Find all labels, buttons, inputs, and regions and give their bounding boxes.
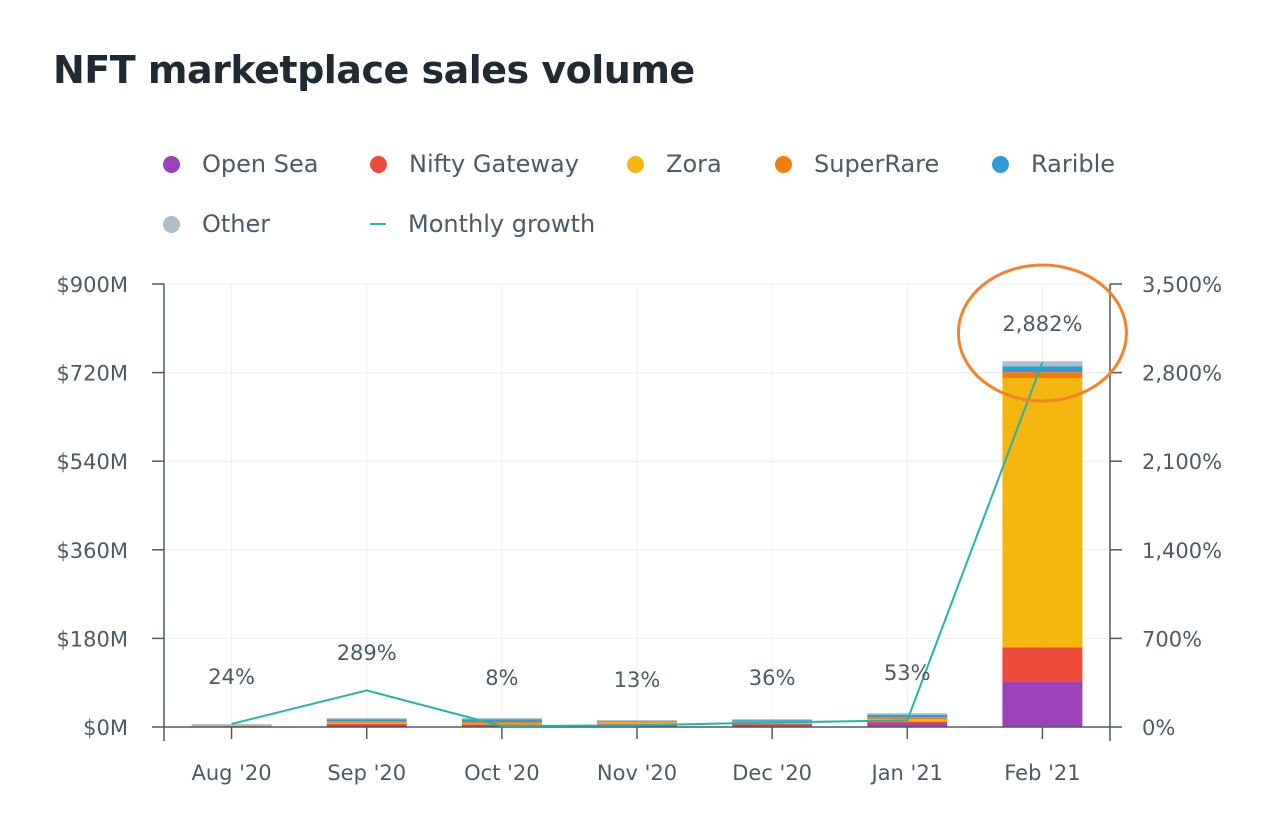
bar-segment-nifty-gateway — [867, 721, 948, 724]
bar-segment-other — [597, 720, 677, 722]
x-tick-label: Dec '20 — [732, 761, 812, 785]
bar-segment-other — [732, 719, 813, 721]
bar-segment-other — [461, 718, 542, 720]
legend-item-nifty-gateway[interactable]: Nifty Gateway — [370, 150, 579, 178]
y-right-tick-label: 0% — [1142, 716, 1175, 740]
bar-segment-superrare — [326, 721, 407, 723]
bar-segment-rarible — [597, 721, 677, 722]
annotation — [956, 263, 1128, 403]
legend-item-rarible[interactable]: Rarible — [992, 150, 1115, 178]
legend-label: SuperRare — [814, 150, 940, 178]
bars — [191, 361, 1083, 728]
y-right-tick-label: 3,500% — [1142, 273, 1222, 297]
legend-marker-icon — [775, 155, 792, 173]
bar-segment-rarible — [1002, 366, 1083, 373]
bar-segment-nifty-gateway — [732, 724, 813, 726]
chart-title: NFT marketplace sales volume — [53, 48, 695, 92]
y-left-tick-label: $360M — [56, 539, 128, 563]
bar-segment-nifty-gateway — [326, 724, 407, 726]
x-tick-label: Aug '20 — [191, 761, 271, 785]
legend-line-icon — [370, 223, 386, 225]
bar-segment-zora — [1002, 378, 1083, 648]
y-left-tick-label: $180M — [56, 627, 128, 651]
legend-label: Zora — [666, 150, 722, 178]
y-left-tick-label: $0M — [83, 716, 128, 740]
bar-segment-other — [191, 724, 272, 727]
x-tick-label: Oct '20 — [464, 761, 539, 785]
bar-segment-open-sea — [732, 725, 813, 727]
growth-data-label: 36% — [749, 666, 796, 690]
y-right-tick-label: 700% — [1142, 627, 1202, 651]
legend-item-monthly-growth[interactable]: Monthly growth — [370, 210, 595, 238]
x-tick-label: Jan '21 — [870, 761, 944, 785]
legend-item-superrare[interactable]: SuperRare — [775, 150, 939, 178]
legend-item-open-sea[interactable]: Open Sea — [163, 150, 318, 178]
growth-data-label: 13% — [614, 668, 661, 692]
legend-label: Monthly growth — [408, 210, 596, 238]
bar-segment-rarible — [867, 714, 948, 718]
legend-marker-icon — [992, 155, 1009, 173]
legend-marker-icon — [163, 215, 180, 233]
bar-segment-other — [326, 718, 407, 720]
bar-segment-nifty-gateway — [1002, 647, 1083, 682]
y-left-tick-label: $900M — [56, 273, 128, 297]
bar-segment-rarible — [326, 719, 407, 722]
legend-marker-icon — [627, 155, 644, 173]
legend-marker-icon — [163, 155, 180, 173]
bar-segment-zora — [597, 722, 677, 725]
growth-line — [231, 361, 1044, 727]
legend-label: Nifty Gateway — [409, 150, 579, 178]
axes: $0M $180M $360M $540M $720M $900M 0% 700% 1,400%… — [56, 273, 1222, 785]
bar-segment-open-sea — [1002, 681, 1083, 727]
legend-label: Other — [202, 210, 271, 238]
bar-segment-open-sea — [326, 725, 407, 727]
bar-segment-other — [867, 713, 948, 715]
y-left-tick-label: $720M — [56, 362, 128, 386]
highlight-ellipse — [956, 263, 1128, 403]
x-tick-label: Nov '20 — [597, 761, 677, 785]
growth-data-label: 53% — [884, 661, 931, 685]
y-left-tick-label: $540M — [56, 450, 128, 474]
legend-marker-icon — [370, 155, 387, 173]
bar-segment-rarible — [461, 719, 542, 723]
gridlines — [164, 283, 1110, 727]
y-right-tick-label: 2,800% — [1142, 362, 1222, 386]
growth-data-label: 8% — [485, 666, 518, 690]
bar-segment-superrare — [1002, 372, 1083, 379]
y-right-tick-label: 1,400% — [1142, 539, 1222, 563]
bar-segment-open-sea — [867, 723, 948, 727]
bar-segment-rarible — [732, 720, 813, 722]
bar-segment-zora — [461, 723, 542, 725]
x-tick-label: Sep '20 — [327, 761, 406, 785]
bar-segment-superrare — [597, 721, 677, 723]
growth-data-label: 289% — [337, 641, 397, 665]
legend-item-other[interactable]: Other — [163, 210, 270, 238]
growth-data-label: 24% — [208, 665, 255, 689]
bar-segment-superrare — [461, 722, 542, 724]
bar-segment-zora — [326, 722, 407, 725]
data-labels: 24% 289% 8% 13% 36% 53% 2,882% — [208, 312, 1082, 692]
growth-data-label: 2,882% — [1002, 312, 1082, 336]
x-tick-label: Feb '21 — [1004, 761, 1080, 785]
legend-label: Open Sea — [202, 150, 319, 178]
y-right-tick-label: 2,100% — [1142, 450, 1222, 474]
legend-item-zora[interactable]: Zora — [627, 150, 722, 178]
legend-label: Rarible — [1031, 150, 1116, 178]
